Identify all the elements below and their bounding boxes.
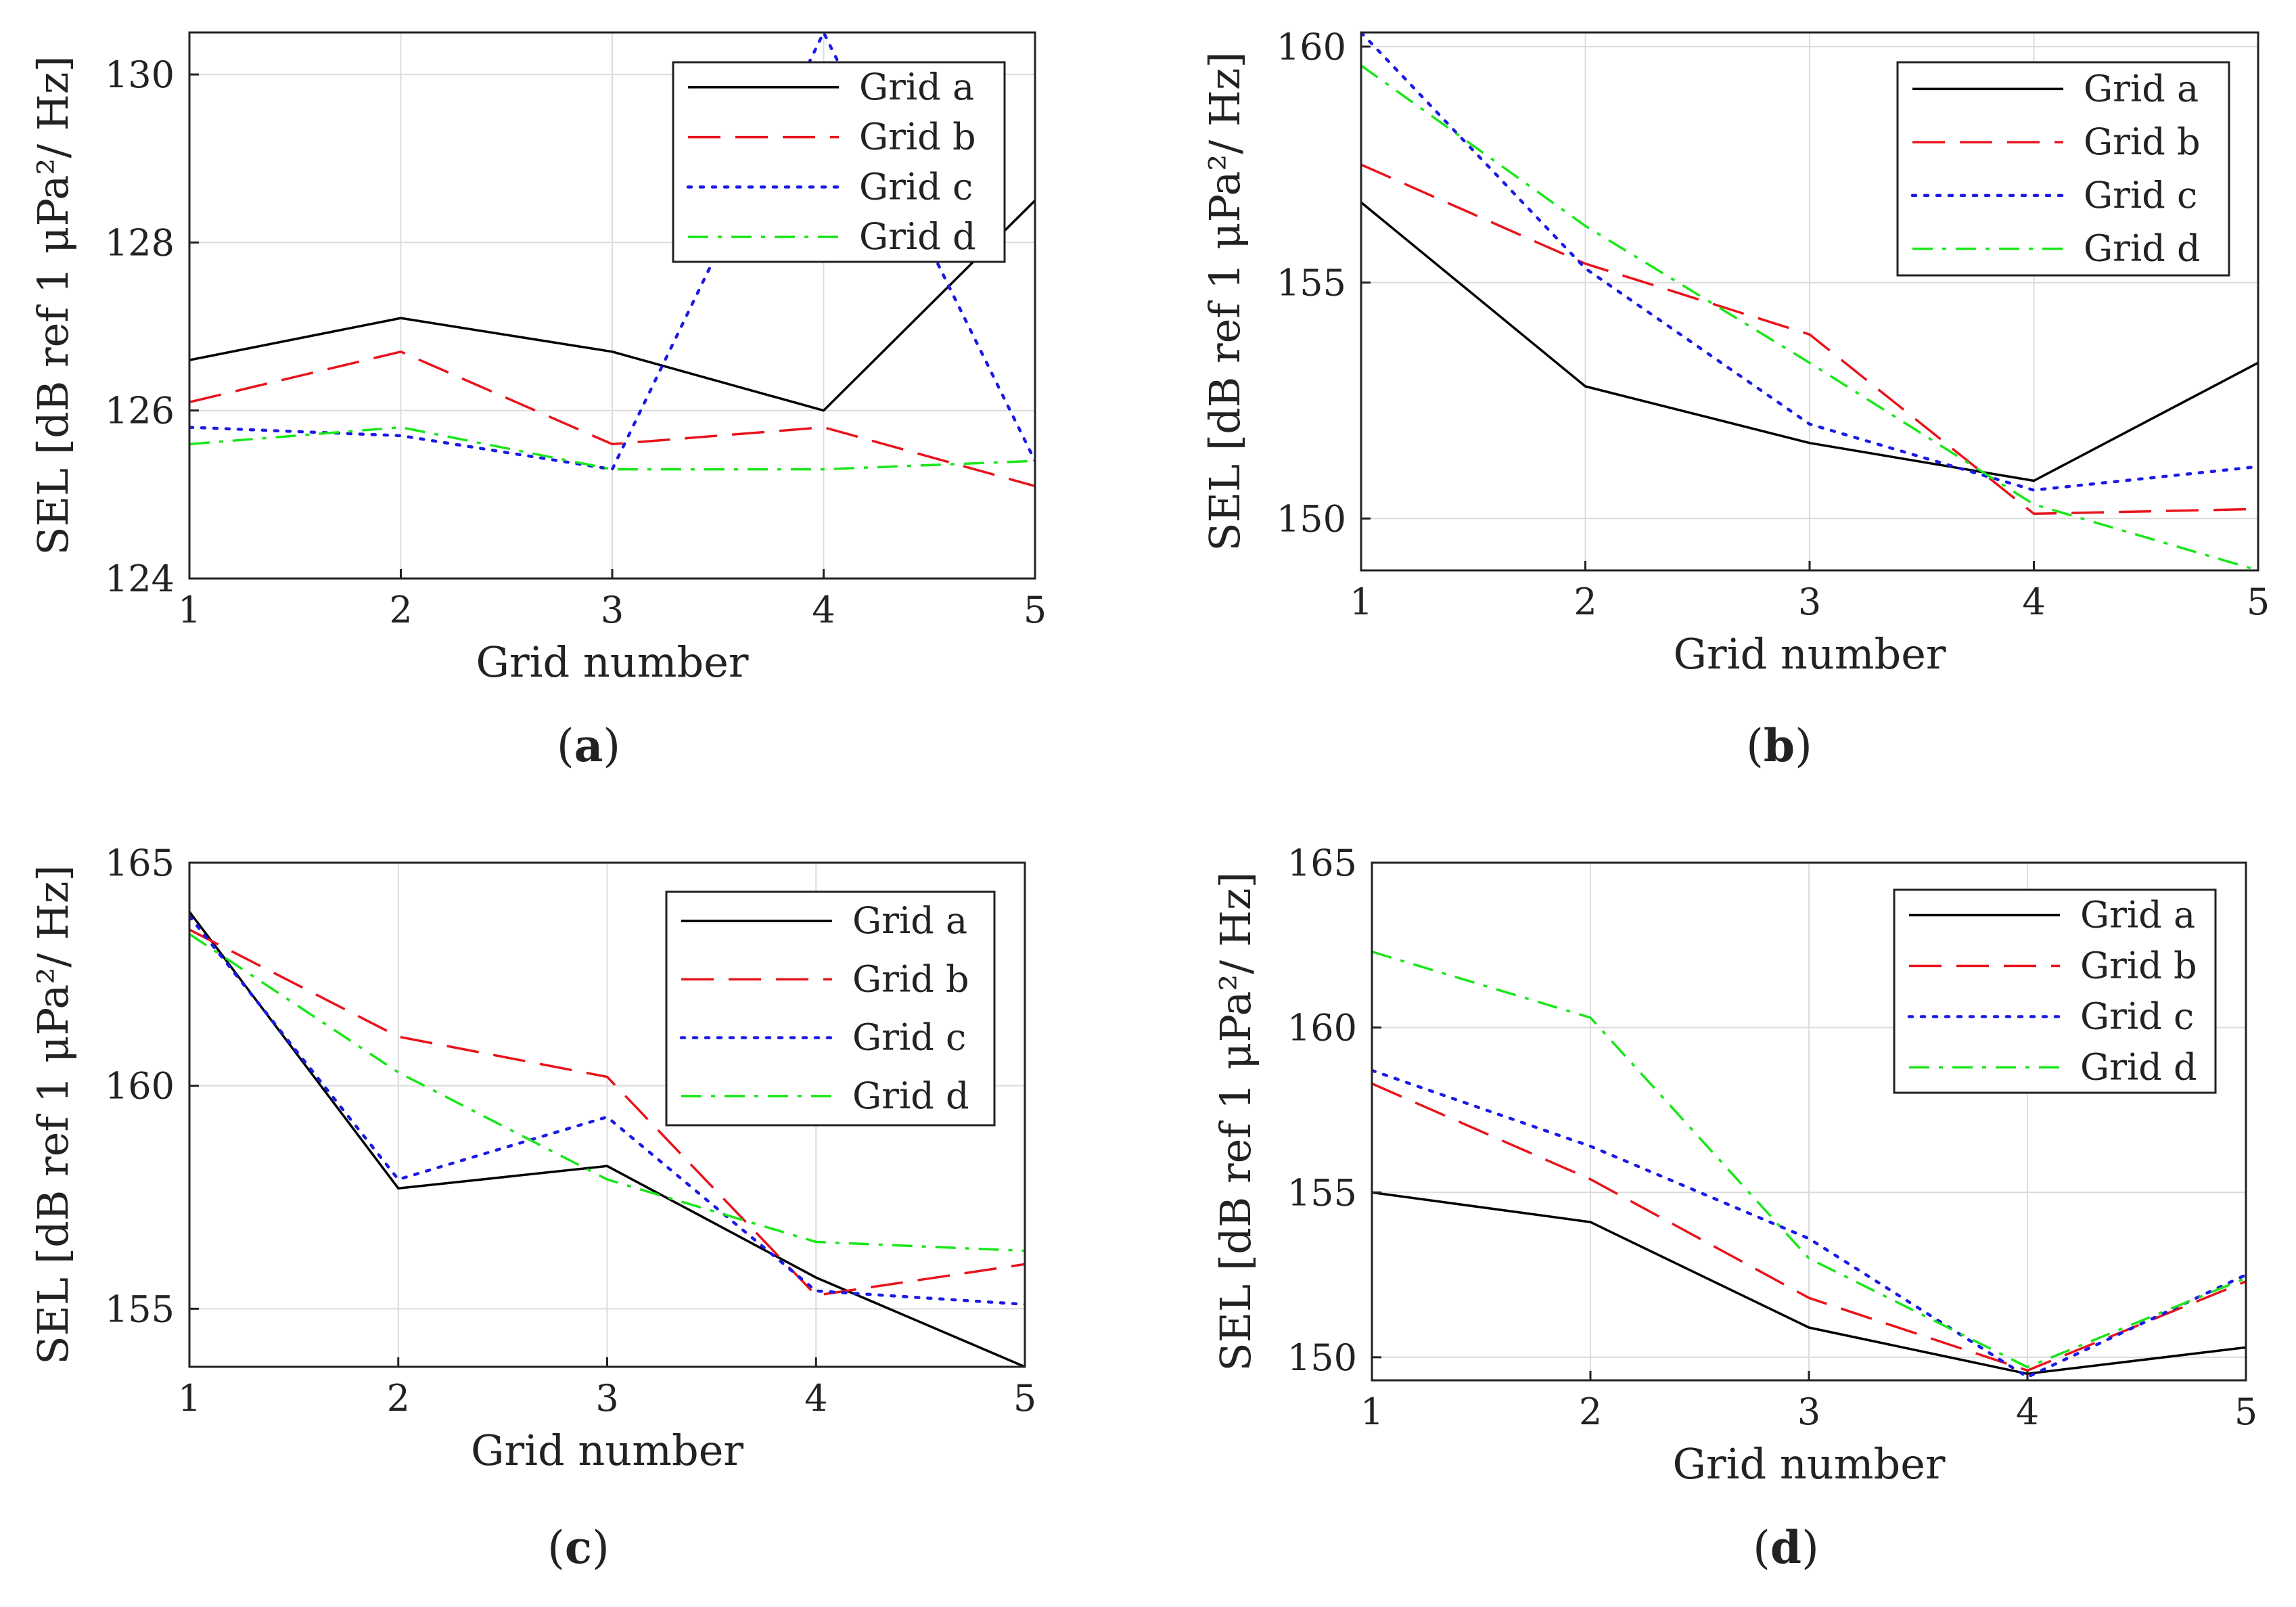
y-tick-label: 155 — [1287, 1171, 1357, 1214]
chart-panel-d: 1 2 3 4 5 150 155 160 165 Grid number SEL [dB ref … — [1211, 842, 2257, 1574]
legend-label: Grid d — [2084, 227, 2201, 270]
x-axis-label: Grid number — [1673, 629, 1946, 679]
chart-panel-c: 1 2 3 4 5 155 160 165 Grid number SEL [dB ref 1 μ… — [28, 842, 1036, 1574]
y-tick-label: 160 — [1287, 1007, 1357, 1049]
x-tick-label: 4 — [812, 589, 835, 631]
x-axis-label: Grid number — [1672, 1439, 1945, 1489]
x-tick-label: 5 — [2247, 581, 2270, 623]
x-tick-label: 4 — [2016, 1390, 2039, 1433]
x-tick-label: 1 — [1350, 581, 1373, 623]
x-tick-label: 4 — [804, 1377, 827, 1420]
panel-caption: (b) — [1746, 719, 1812, 772]
y-tick-label: 160 — [1277, 26, 1346, 68]
legend-label: Grid c — [852, 1016, 966, 1059]
x-tick-label: 1 — [178, 1377, 201, 1420]
series-line-grid-b — [189, 928, 1025, 1297]
x-tick-label: 3 — [1797, 1390, 1820, 1433]
y-axis-label: SEL [dB ref 1 μPa²/ Hz] — [1200, 51, 1249, 551]
legend: Grid a Grid b Grid c Grid d — [1893, 888, 2217, 1094]
series-line-grid-a — [1372, 1191, 2246, 1376]
x-tick-label: 1 — [1360, 1390, 1383, 1433]
legend: Grid a Grid b Grid c Grid d — [672, 61, 1006, 263]
x-tick-label: 2 — [1574, 581, 1597, 623]
legend-box — [672, 61, 1006, 263]
series-line-grid-b — [189, 350, 1035, 488]
chart-panel-a: 1 2 3 4 5 124 126 128 130 Grid number SEL [dB ref … — [28, 31, 1047, 772]
series-line-grid-d — [189, 933, 1025, 1252]
y-tick-label: 165 — [1287, 842, 1357, 884]
x-tick-label: 2 — [1579, 1390, 1602, 1433]
legend: Grid a Grid b Grid c Grid d — [1896, 61, 2230, 277]
series-line-grid-d — [189, 426, 1035, 471]
legend-label: Grid b — [2080, 945, 2197, 987]
y-tick-label: 150 — [1287, 1336, 1357, 1379]
y-tick-label: 128 — [105, 221, 175, 264]
legend: Grid a Grid b Grid c Grid d — [665, 890, 996, 1127]
x-axis-label: Grid number — [476, 637, 748, 687]
legend-label: Grid a — [852, 899, 967, 942]
legend-label: Grid b — [852, 957, 969, 1000]
x-tick-label: 5 — [2234, 1390, 2257, 1433]
x-tick-label: 3 — [595, 1377, 618, 1420]
y-tick-label: 126 — [105, 390, 175, 432]
legend-label: Grid c — [859, 165, 973, 208]
legend-label: Grid b — [859, 116, 976, 158]
y-tick-label: 124 — [105, 558, 175, 600]
series-line-grid-d — [1361, 64, 2258, 570]
legend-label: Grid a — [859, 66, 974, 108]
series-line-grid-a — [189, 200, 1035, 412]
y-tick-label: 165 — [105, 842, 175, 884]
series-line-grid-b — [1361, 163, 2258, 516]
series-line-grid-c — [1372, 1068, 2246, 1379]
y-tick-label: 160 — [105, 1065, 175, 1108]
y-axis-label: SEL [dB ref 1 μPa²/ Hz] — [1211, 872, 1260, 1371]
legend-label: Grid a — [2084, 67, 2199, 110]
series-line-grid-b — [1372, 1082, 2246, 1372]
legend-label: Grid c — [2084, 174, 2197, 217]
y-tick-label: 130 — [105, 53, 175, 96]
y-tick-label: 155 — [1277, 262, 1346, 304]
series-line-grid-c — [189, 914, 1025, 1306]
y-axis-label: SEL [dB ref 1 μPa²/ Hz] — [28, 55, 78, 555]
x-tick-label: 5 — [1013, 1377, 1036, 1420]
y-axis-label: SEL [dB ref 1 μPa²/ Hz] — [28, 865, 78, 1364]
y-tick-label: 155 — [105, 1288, 175, 1330]
series-line-grid-a — [189, 911, 1025, 1367]
legend-label: Grid d — [859, 215, 976, 258]
panel-caption: (c) — [547, 1521, 610, 1574]
x-tick-label: 2 — [387, 1377, 410, 1420]
y-tick-label: 150 — [1277, 497, 1346, 540]
x-tick-label: 4 — [2022, 581, 2045, 623]
x-tick-label: 3 — [601, 589, 624, 631]
legend-label: Grid d — [852, 1074, 969, 1117]
panel-caption: (a) — [557, 719, 620, 772]
legend-label: Grid c — [2080, 995, 2194, 1038]
series-line-grid-c — [1361, 32, 2258, 492]
legend-label: Grid a — [2080, 894, 2195, 936]
legend-label: Grid b — [2084, 120, 2201, 163]
legend-box — [1893, 888, 2217, 1094]
x-tick-label: 2 — [389, 589, 412, 631]
legend-box — [1896, 61, 2230, 277]
x-tick-label: 1 — [178, 589, 201, 631]
series-line-grid-a — [1361, 201, 2258, 482]
x-tick-label: 5 — [1024, 589, 1047, 631]
chart-panel-b: 1 2 3 4 5 150 155 160 Grid number SEL [dB ref 1 μ… — [1200, 26, 2270, 772]
panel-caption: (d) — [1753, 1521, 1819, 1574]
legend-label: Grid d — [2080, 1046, 2197, 1089]
x-axis-label: Grid number — [471, 1426, 743, 1475]
legend-box — [665, 890, 996, 1127]
x-tick-label: 3 — [1798, 581, 1821, 623]
series-line-grid-d — [1372, 950, 2246, 1369]
